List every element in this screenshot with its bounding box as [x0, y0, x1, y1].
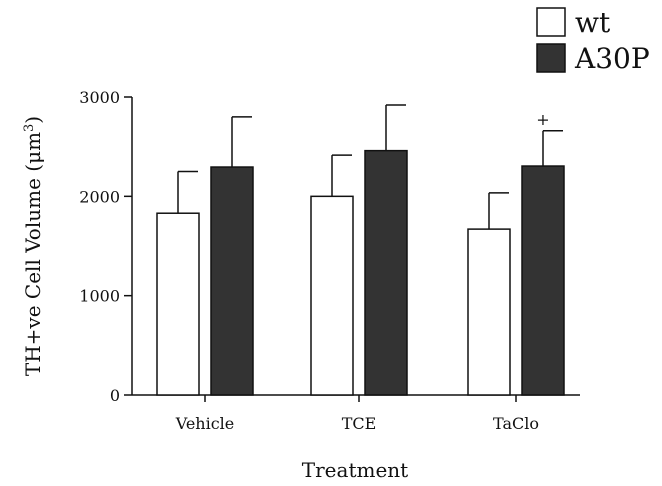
legend-swatch-a30p [536, 43, 566, 73]
bar-wt-tce [310, 195, 354, 396]
bar-wt-vehicle [156, 212, 200, 396]
bar-a30p-vehicle [210, 166, 254, 396]
x-category-label-vehicle: Vehicle [175, 414, 235, 433]
legend: wt A30P [536, 6, 650, 75]
bars: + [156, 104, 565, 396]
x-category-label-tce: TCE [342, 414, 377, 433]
x-category-labels: Vehicle TCE TaClo [175, 395, 539, 433]
x-axis-title: Treatment [302, 458, 408, 482]
legend-label-wt: wt [575, 6, 611, 39]
annotation-plus: + [536, 110, 549, 129]
y-axis-title: TH+ve Cell Volume (μm3) [21, 116, 45, 376]
bar-a30p-tce [364, 149, 408, 396]
y-tick-label: 3000 [79, 88, 120, 107]
x-category-label-taclo: TaClo [493, 414, 539, 433]
bar-a30p-taclo [521, 165, 565, 396]
y-ticks: 0 1000 2000 3000 [79, 88, 132, 405]
y-tick-label: 2000 [79, 187, 120, 206]
y-tick-label: 1000 [79, 287, 120, 306]
y-axis-title-sup: 3 [22, 124, 37, 132]
legend-label-a30p: A30P [574, 42, 650, 75]
y-tick-label: 0 [110, 386, 120, 405]
y-axis-title-close: ) [21, 116, 45, 124]
y-axis-title-main: TH+ve Cell Volume (μm [21, 132, 45, 376]
legend-swatch-wt [536, 7, 566, 37]
bar-wt-taclo [467, 228, 511, 396]
